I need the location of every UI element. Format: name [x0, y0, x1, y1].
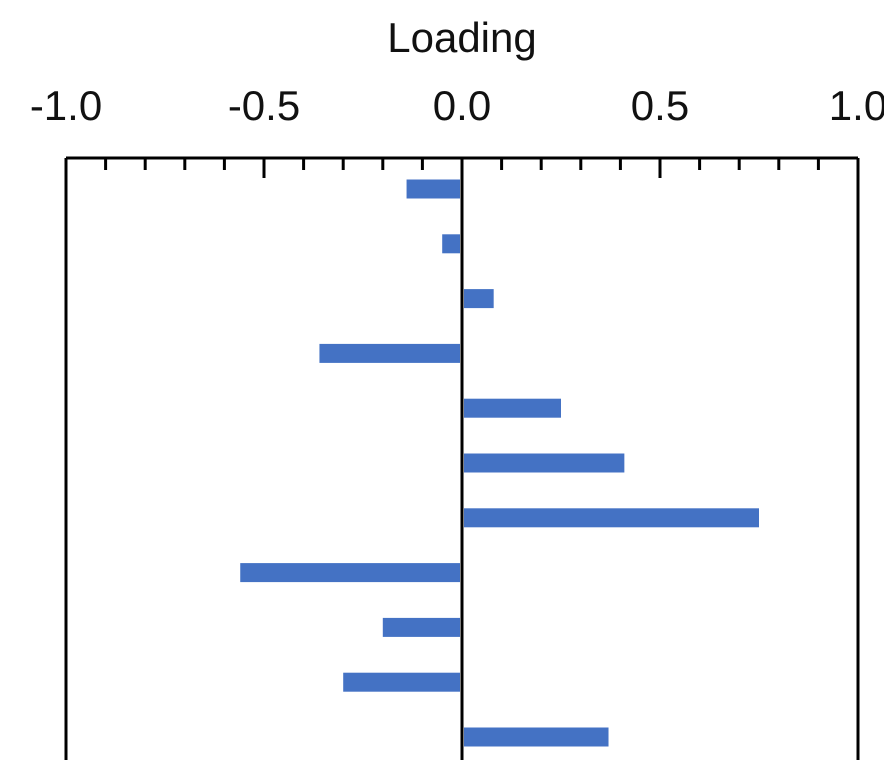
- x-tick-label: -1.0: [30, 82, 102, 129]
- x-axis-title: Loading: [387, 14, 536, 61]
- bars: [240, 179, 759, 747]
- x-tick-label: 1.0: [829, 82, 884, 129]
- bar: [442, 234, 460, 254]
- bar: [464, 398, 561, 418]
- x-tick-label: -0.5: [228, 82, 300, 129]
- bar: [343, 672, 460, 692]
- bar: [464, 453, 625, 473]
- bar: [382, 617, 460, 637]
- bar: [240, 563, 460, 583]
- x-tick-label: 0.0: [433, 82, 491, 129]
- x-tick-labels: -1.0 -0.5 0.0 0.5 1.0: [30, 82, 884, 129]
- bar: [464, 727, 609, 747]
- bar: [319, 343, 460, 363]
- bar: [464, 508, 759, 528]
- bar: [464, 289, 494, 309]
- x-tick-label: 0.5: [631, 82, 689, 129]
- bar: [406, 179, 460, 199]
